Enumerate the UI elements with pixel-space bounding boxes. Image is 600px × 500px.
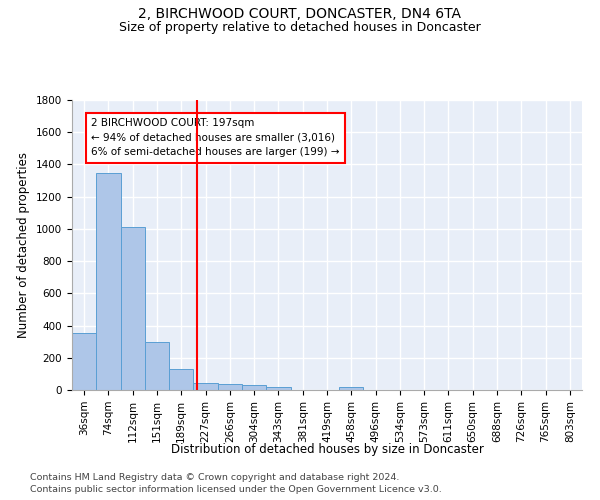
Bar (339, 387, 364, 390)
Text: 2, BIRCHWOOD COURT, DONCASTER, DN4 6TA: 2, BIRCHWOOD COURT, DONCASTER, DN4 6TA (139, 8, 461, 22)
Bar (72, 333, 96, 390)
Bar (169, 369, 193, 390)
Text: 2 BIRCHWOOD COURT: 197sqm
← 94% of detached houses are smaller (3,016)
6% of sem: 2 BIRCHWOOD COURT: 197sqm ← 94% of detac… (91, 118, 340, 158)
Bar (193, 383, 218, 390)
Text: Contains HM Land Registry data © Crown copyright and database right 2024.: Contains HM Land Registry data © Crown c… (30, 472, 400, 482)
Bar (242, 385, 266, 390)
Bar (218, 384, 242, 390)
Bar (96, 174, 121, 390)
Bar (145, 342, 169, 390)
Bar (266, 387, 290, 390)
Text: Contains public sector information licensed under the Open Government Licence v3: Contains public sector information licen… (30, 485, 442, 494)
Y-axis label: Number of detached properties: Number of detached properties (17, 152, 31, 338)
Text: Size of property relative to detached houses in Doncaster: Size of property relative to detached ho… (119, 21, 481, 34)
Text: Distribution of detached houses by size in Doncaster: Distribution of detached houses by size … (170, 442, 484, 456)
Bar (121, 228, 145, 390)
